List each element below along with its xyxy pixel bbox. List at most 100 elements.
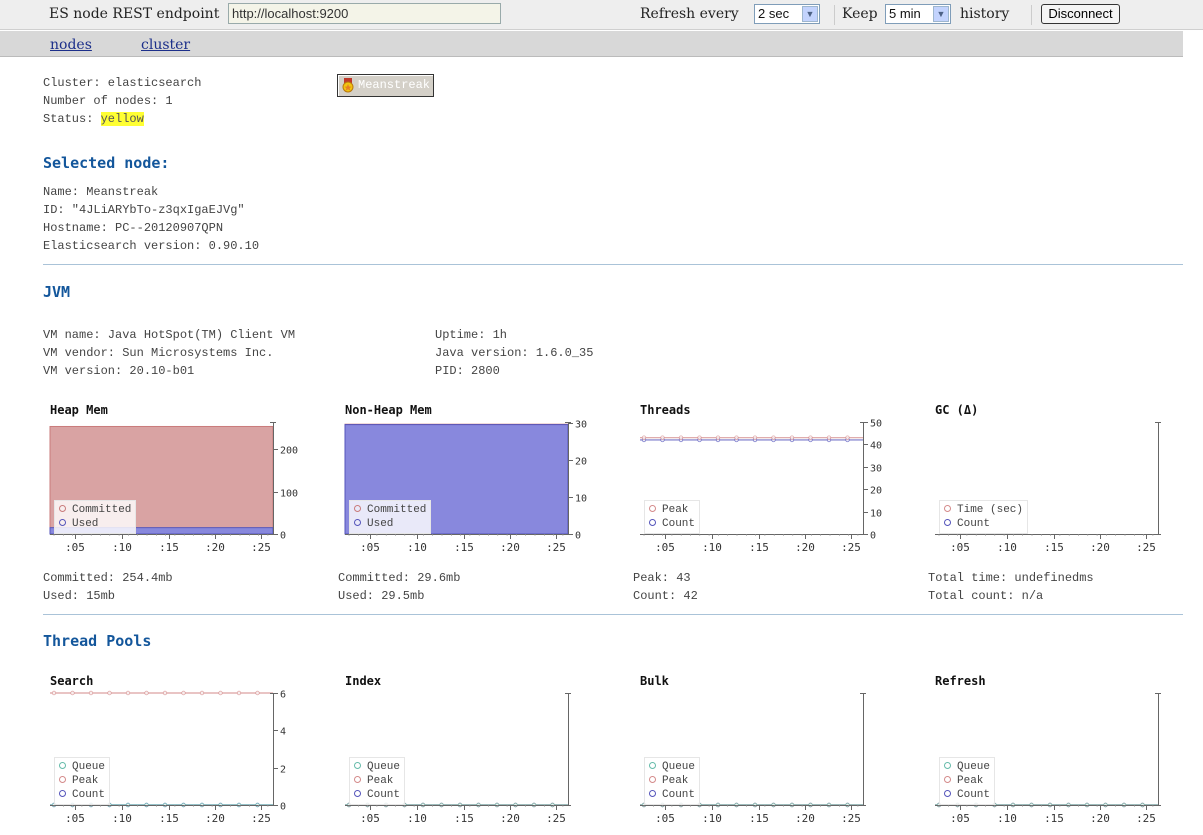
search-pool-chart: Search 0 2 4 6:05:10:15:20:25 Queue Peak Count xyxy=(43,674,303,834)
legend-item-queue: Queue xyxy=(944,760,990,774)
data-point xyxy=(789,435,795,440)
legend-label: Peak xyxy=(662,504,689,516)
chart-title: GC (Δ) xyxy=(935,403,979,417)
cluster-name: Cluster: elasticsearch xyxy=(43,76,202,90)
x-tick-label: :20 xyxy=(500,541,520,554)
legend-label: Peak xyxy=(662,775,689,787)
node-id: ID: "4JLiARYbTo-z3qxIgaEJVg" xyxy=(43,203,245,217)
x-tick-label: :05 xyxy=(65,541,85,554)
nav-link-nodes[interactable]: nodes xyxy=(50,37,92,53)
legend-item-committed: Committed xyxy=(354,503,426,517)
data-point xyxy=(771,435,776,440)
nav-bar: nodes cluster xyxy=(0,31,1183,57)
legend-item-used: Used xyxy=(354,517,426,531)
x-tick-label: :05 xyxy=(950,541,970,554)
chart-title: Search xyxy=(50,674,94,688)
legend-item-count: Count xyxy=(944,788,990,802)
chart-svg: 0 100 200:05:10:15:20:25 xyxy=(49,422,298,554)
y-tick-label: 0 xyxy=(870,531,876,542)
y-tick-label: 6 xyxy=(280,690,286,701)
legend-marker-icon xyxy=(59,790,66,797)
y-tick-label: 0 xyxy=(280,531,286,542)
legend-label: Committed xyxy=(72,504,132,516)
section-divider xyxy=(43,614,1183,615)
x-tick-label: :25 xyxy=(1136,812,1156,825)
legend-marker-icon xyxy=(649,505,656,512)
x-tick-label: :10 xyxy=(112,541,132,554)
x-tick-label: :15 xyxy=(1044,812,1064,825)
non-heap-committed: Committed: 29.6mb xyxy=(338,571,461,585)
data-point xyxy=(734,435,739,440)
legend-marker-icon xyxy=(354,762,361,769)
chart-svg: 0 2 4 6:05:10:15:20:25 xyxy=(50,690,286,825)
cluster-status: Status: yellow xyxy=(43,112,144,126)
chart-svg: :05:10:15:20:25 xyxy=(935,422,1161,554)
x-tick-label: :25 xyxy=(251,812,271,825)
gc-total-count: Total count: n/a xyxy=(928,589,1044,603)
legend-item-queue: Queue xyxy=(59,760,105,774)
legend-item-peak: Peak xyxy=(59,774,105,788)
legend-item-count: Count xyxy=(944,517,1023,531)
data-point xyxy=(199,690,205,696)
x-tick-label: :20 xyxy=(1090,812,1110,825)
legend-item-queue: Queue xyxy=(354,760,400,774)
history-label: history xyxy=(960,6,1010,22)
legend-item-count: Count xyxy=(649,517,695,531)
refresh-pool-chart: Refresh:05:10:15:20:25 Queue Peak Count xyxy=(928,674,1188,834)
history-select[interactable]: 5 min ▼ xyxy=(885,4,951,24)
x-tick-label: :25 xyxy=(251,541,271,554)
y-tick-label: 30 xyxy=(870,464,882,475)
data-point xyxy=(162,690,168,696)
data-point xyxy=(51,690,57,696)
threads-chart: Threads 0 10 20 30 40 50:05:10:15:20:25 Peak Cou… xyxy=(633,403,893,563)
x-tick-label: :15 xyxy=(1044,541,1064,554)
data-point xyxy=(845,435,850,440)
x-tick-label: :20 xyxy=(205,812,225,825)
chart-title: Refresh xyxy=(935,674,986,688)
legend-label: Queue xyxy=(72,761,106,773)
legend-marker-icon xyxy=(649,762,656,769)
es-version: Elasticsearch version: 0.90.10 xyxy=(43,239,260,253)
chart-title: Bulk xyxy=(640,674,669,688)
data-point xyxy=(826,435,832,440)
data-point xyxy=(715,435,721,440)
chart-legend: Time (sec) Count xyxy=(939,500,1029,534)
disconnect-button[interactable]: Disconnect xyxy=(1041,4,1120,24)
threads-count: Count: 42 xyxy=(633,589,698,603)
node-button-label: Meanstreak xyxy=(358,78,431,92)
data-point xyxy=(218,690,223,696)
chart-svg: :05:10:15:20:25 xyxy=(640,693,866,825)
legend-marker-icon xyxy=(944,762,951,769)
legend-item-peak: Peak xyxy=(354,774,400,788)
x-tick-label: :25 xyxy=(546,541,566,554)
top-toolbar: ES node REST endpoint Refresh every 2 se… xyxy=(0,0,1203,30)
legend-label: Count xyxy=(72,789,106,801)
data-point xyxy=(678,435,684,440)
node-button-meanstreak[interactable]: Meanstreak xyxy=(337,74,434,97)
heap-committed: Committed: 254.4mb xyxy=(43,571,173,585)
legend-label: Peak xyxy=(957,775,984,787)
x-tick-label: :05 xyxy=(655,541,675,554)
legend-marker-icon xyxy=(59,505,66,512)
x-tick-label: :05 xyxy=(65,812,85,825)
data-point xyxy=(125,690,131,696)
x-tick-label: :05 xyxy=(360,541,380,554)
chart-title: Index xyxy=(345,674,382,688)
refresh-interval-select[interactable]: 2 sec ▼ xyxy=(754,4,820,24)
nav-link-cluster[interactable]: cluster xyxy=(141,37,191,53)
status-badge: yellow xyxy=(100,112,144,126)
legend-label: Queue xyxy=(367,761,401,773)
x-tick-label: :20 xyxy=(795,812,815,825)
endpoint-label: ES node REST endpoint xyxy=(49,6,220,22)
legend-item-count: Count xyxy=(354,788,400,802)
x-tick-label: :20 xyxy=(500,812,520,825)
status-label: Status: xyxy=(43,112,101,126)
chart-title: Threads xyxy=(640,403,691,417)
legend-label: Peak xyxy=(367,775,394,787)
endpoint-input[interactable] xyxy=(228,3,501,24)
vm-name: VM name: Java HotSpot(TM) Client VM xyxy=(43,328,296,342)
x-tick-label: :15 xyxy=(454,812,474,825)
vm-vendor: VM vendor: Sun Microsystems Inc. xyxy=(43,346,274,360)
section-divider xyxy=(43,264,1183,265)
y-tick-label: 10 xyxy=(575,494,587,505)
